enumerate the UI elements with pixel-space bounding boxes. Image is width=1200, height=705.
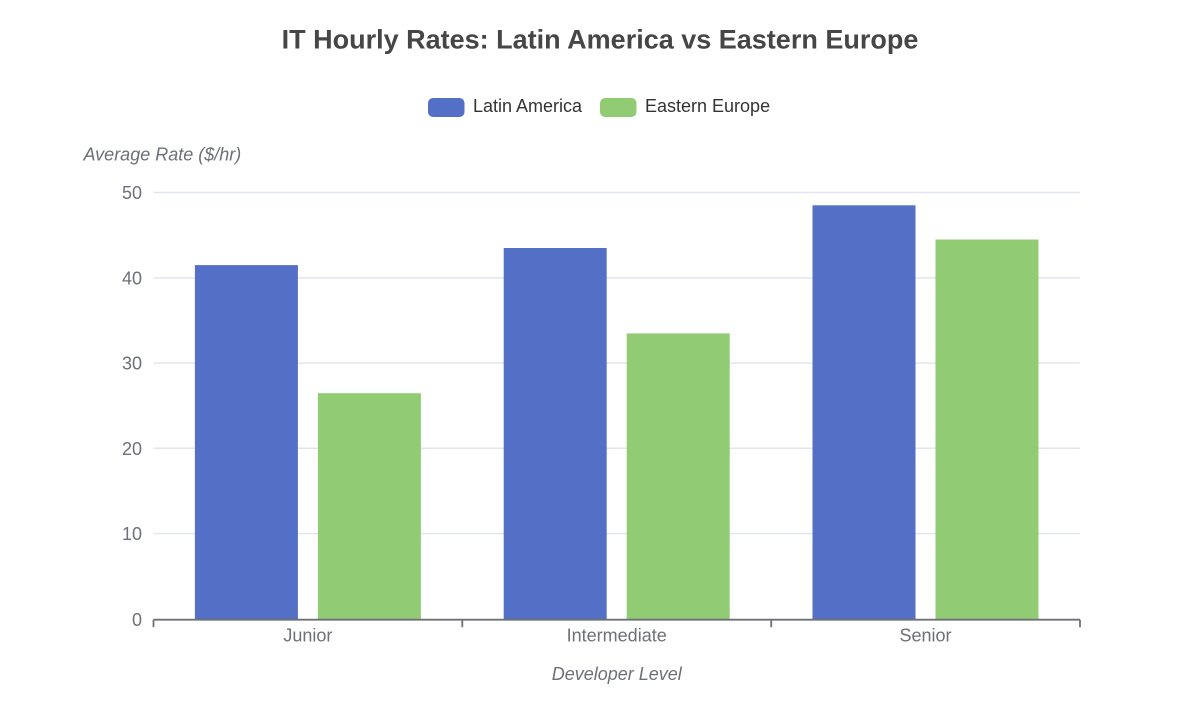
svg-text:20: 20 [122, 439, 142, 459]
svg-text:Eastern Europe: Eastern Europe [645, 96, 770, 116]
svg-text:Developer Level: Developer Level [552, 664, 683, 684]
svg-text:30: 30 [122, 354, 142, 374]
svg-text:Latin America: Latin America [473, 96, 583, 116]
svg-text:10: 10 [122, 524, 142, 544]
svg-text:40: 40 [122, 268, 142, 288]
svg-text:50: 50 [122, 183, 142, 203]
svg-text:Intermediate: Intermediate [567, 625, 667, 645]
svg-text:0: 0 [132, 610, 142, 630]
svg-text:Senior: Senior [899, 625, 951, 645]
svg-text:Average Rate ($/hr): Average Rate ($/hr) [83, 145, 242, 165]
svg-text:Junior: Junior [283, 625, 332, 645]
svg-text:IT Hourly Rates: Latin America: IT Hourly Rates: Latin America vs Easter… [282, 25, 919, 55]
